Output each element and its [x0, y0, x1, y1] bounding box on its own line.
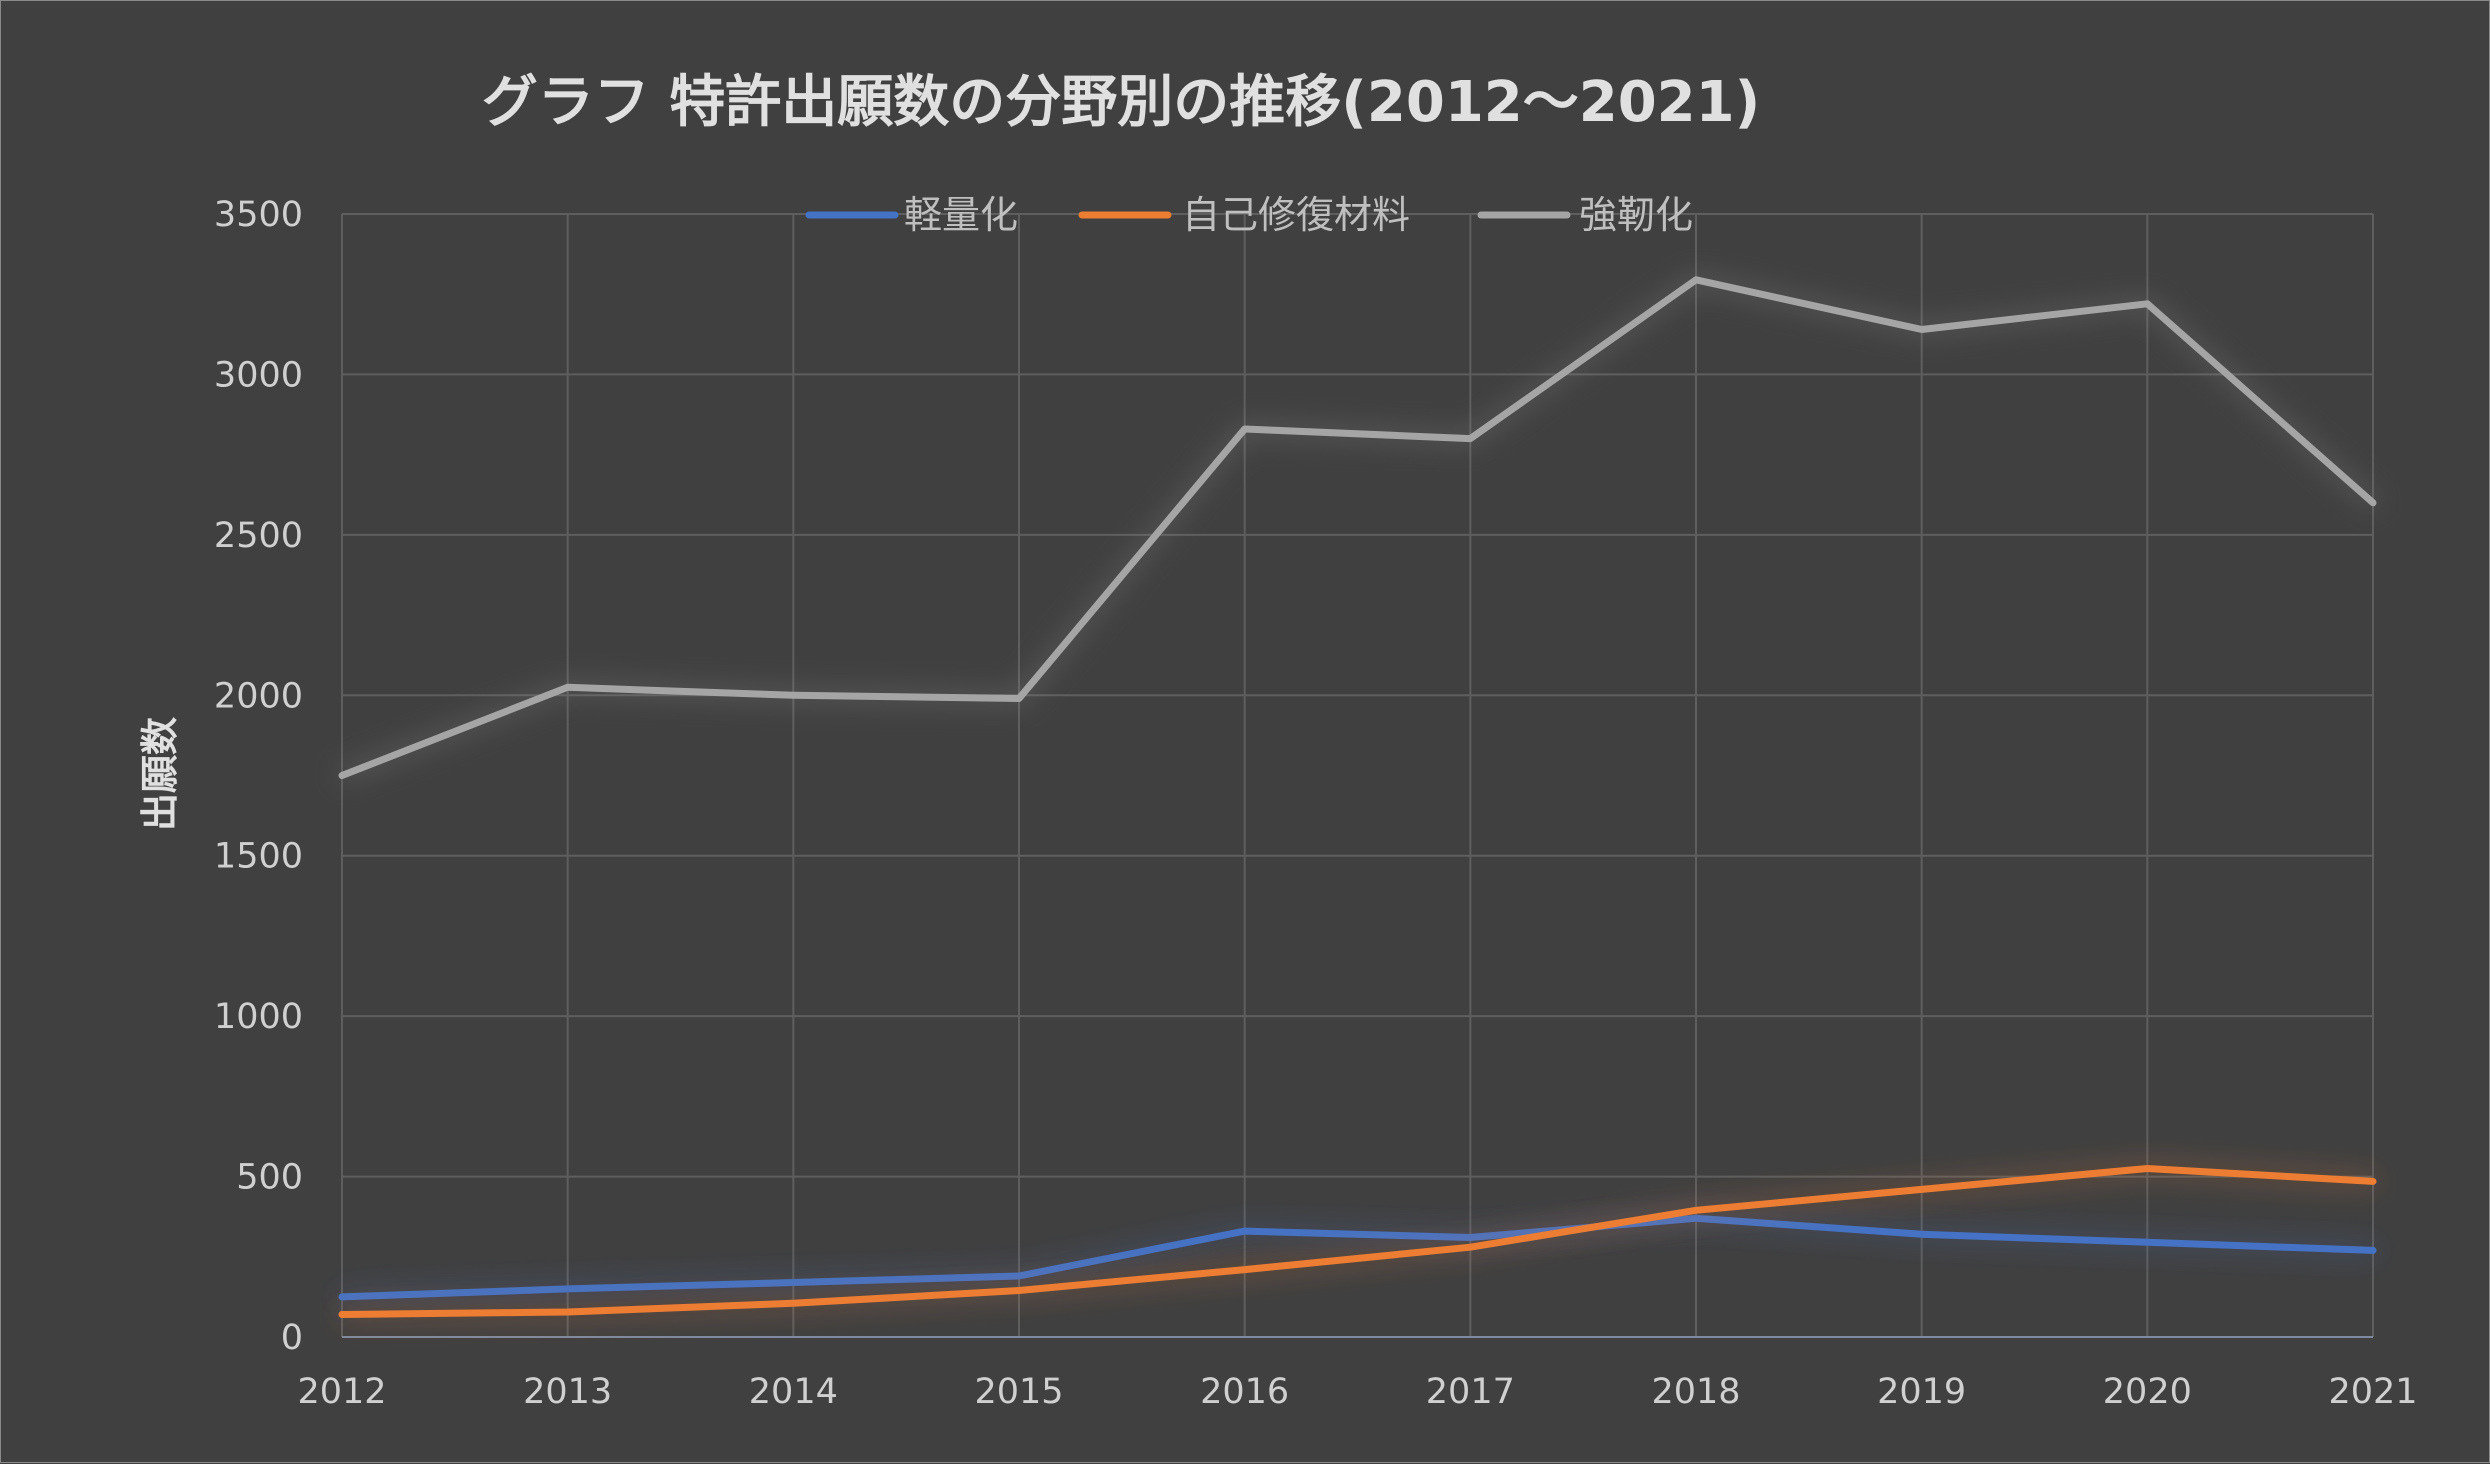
y-tick-label: 3000: [214, 355, 303, 395]
series-lines: [338, 276, 2377, 1318]
y-tick-label: 500: [236, 1158, 303, 1198]
legend: 軽量化 自己修復材料 強靭化: [805, 193, 1693, 237]
x-tick-label: 2016: [1200, 1372, 1289, 1412]
x-tick-label: 2019: [1877, 1372, 1966, 1412]
legend-label-1: 軽量化: [904, 193, 1018, 237]
x-tick-label: 2014: [749, 1372, 838, 1412]
gridlines: [341, 213, 2374, 1338]
legend-label-2: 自己修復材料: [1182, 193, 1410, 237]
series-line-3: [338, 276, 2377, 779]
axis-ticks: 0 500 1000 1500 2000 2500 3000 3500 2012 2013 2014…: [214, 195, 2418, 1412]
y-axis-label: 出願数: [138, 717, 182, 831]
y-tick-label: 3500: [214, 195, 303, 235]
x-tick-label: 2020: [2103, 1372, 2192, 1412]
legend-label-3: 強靭化: [1579, 193, 1693, 237]
y-tick-label: 1500: [214, 837, 303, 877]
y-tick-label: 2500: [214, 516, 303, 556]
y-tick-label: 0: [281, 1318, 303, 1358]
x-tick-label: 2015: [974, 1372, 1063, 1412]
series-line-1: [338, 1214, 2377, 1301]
chart-title: グラフ 特許出願数の分野別の推移(2012～2021): [482, 70, 1760, 135]
x-tick-label: 2012: [297, 1372, 386, 1412]
x-tick-label: 2021: [2328, 1372, 2417, 1412]
x-tick-label: 2013: [523, 1372, 612, 1412]
y-tick-label: 1000: [214, 997, 303, 1037]
x-tick-label: 2018: [1651, 1372, 1740, 1412]
y-tick-label: 2000: [214, 676, 303, 716]
x-tick-label: 2017: [1426, 1372, 1515, 1412]
series-line-2: [338, 1165, 2377, 1318]
